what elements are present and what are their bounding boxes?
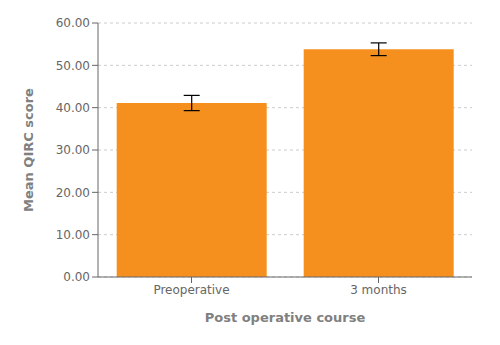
svg-text:60.00: 60.00 [56, 16, 90, 30]
svg-text:3 months: 3 months [350, 283, 407, 297]
svg-text:20.00: 20.00 [56, 186, 90, 200]
svg-text:40.00: 40.00 [56, 101, 90, 115]
svg-text:10.00: 10.00 [56, 228, 90, 242]
svg-text:Post operative course: Post operative course [205, 310, 366, 325]
svg-text:Mean QIRC score: Mean QIRC score [21, 88, 36, 212]
svg-text:50.00: 50.00 [56, 59, 90, 73]
svg-text:Preoperative: Preoperative [153, 283, 229, 297]
svg-text:0.00: 0.00 [63, 270, 90, 284]
svg-text:30.00: 30.00 [56, 143, 90, 157]
